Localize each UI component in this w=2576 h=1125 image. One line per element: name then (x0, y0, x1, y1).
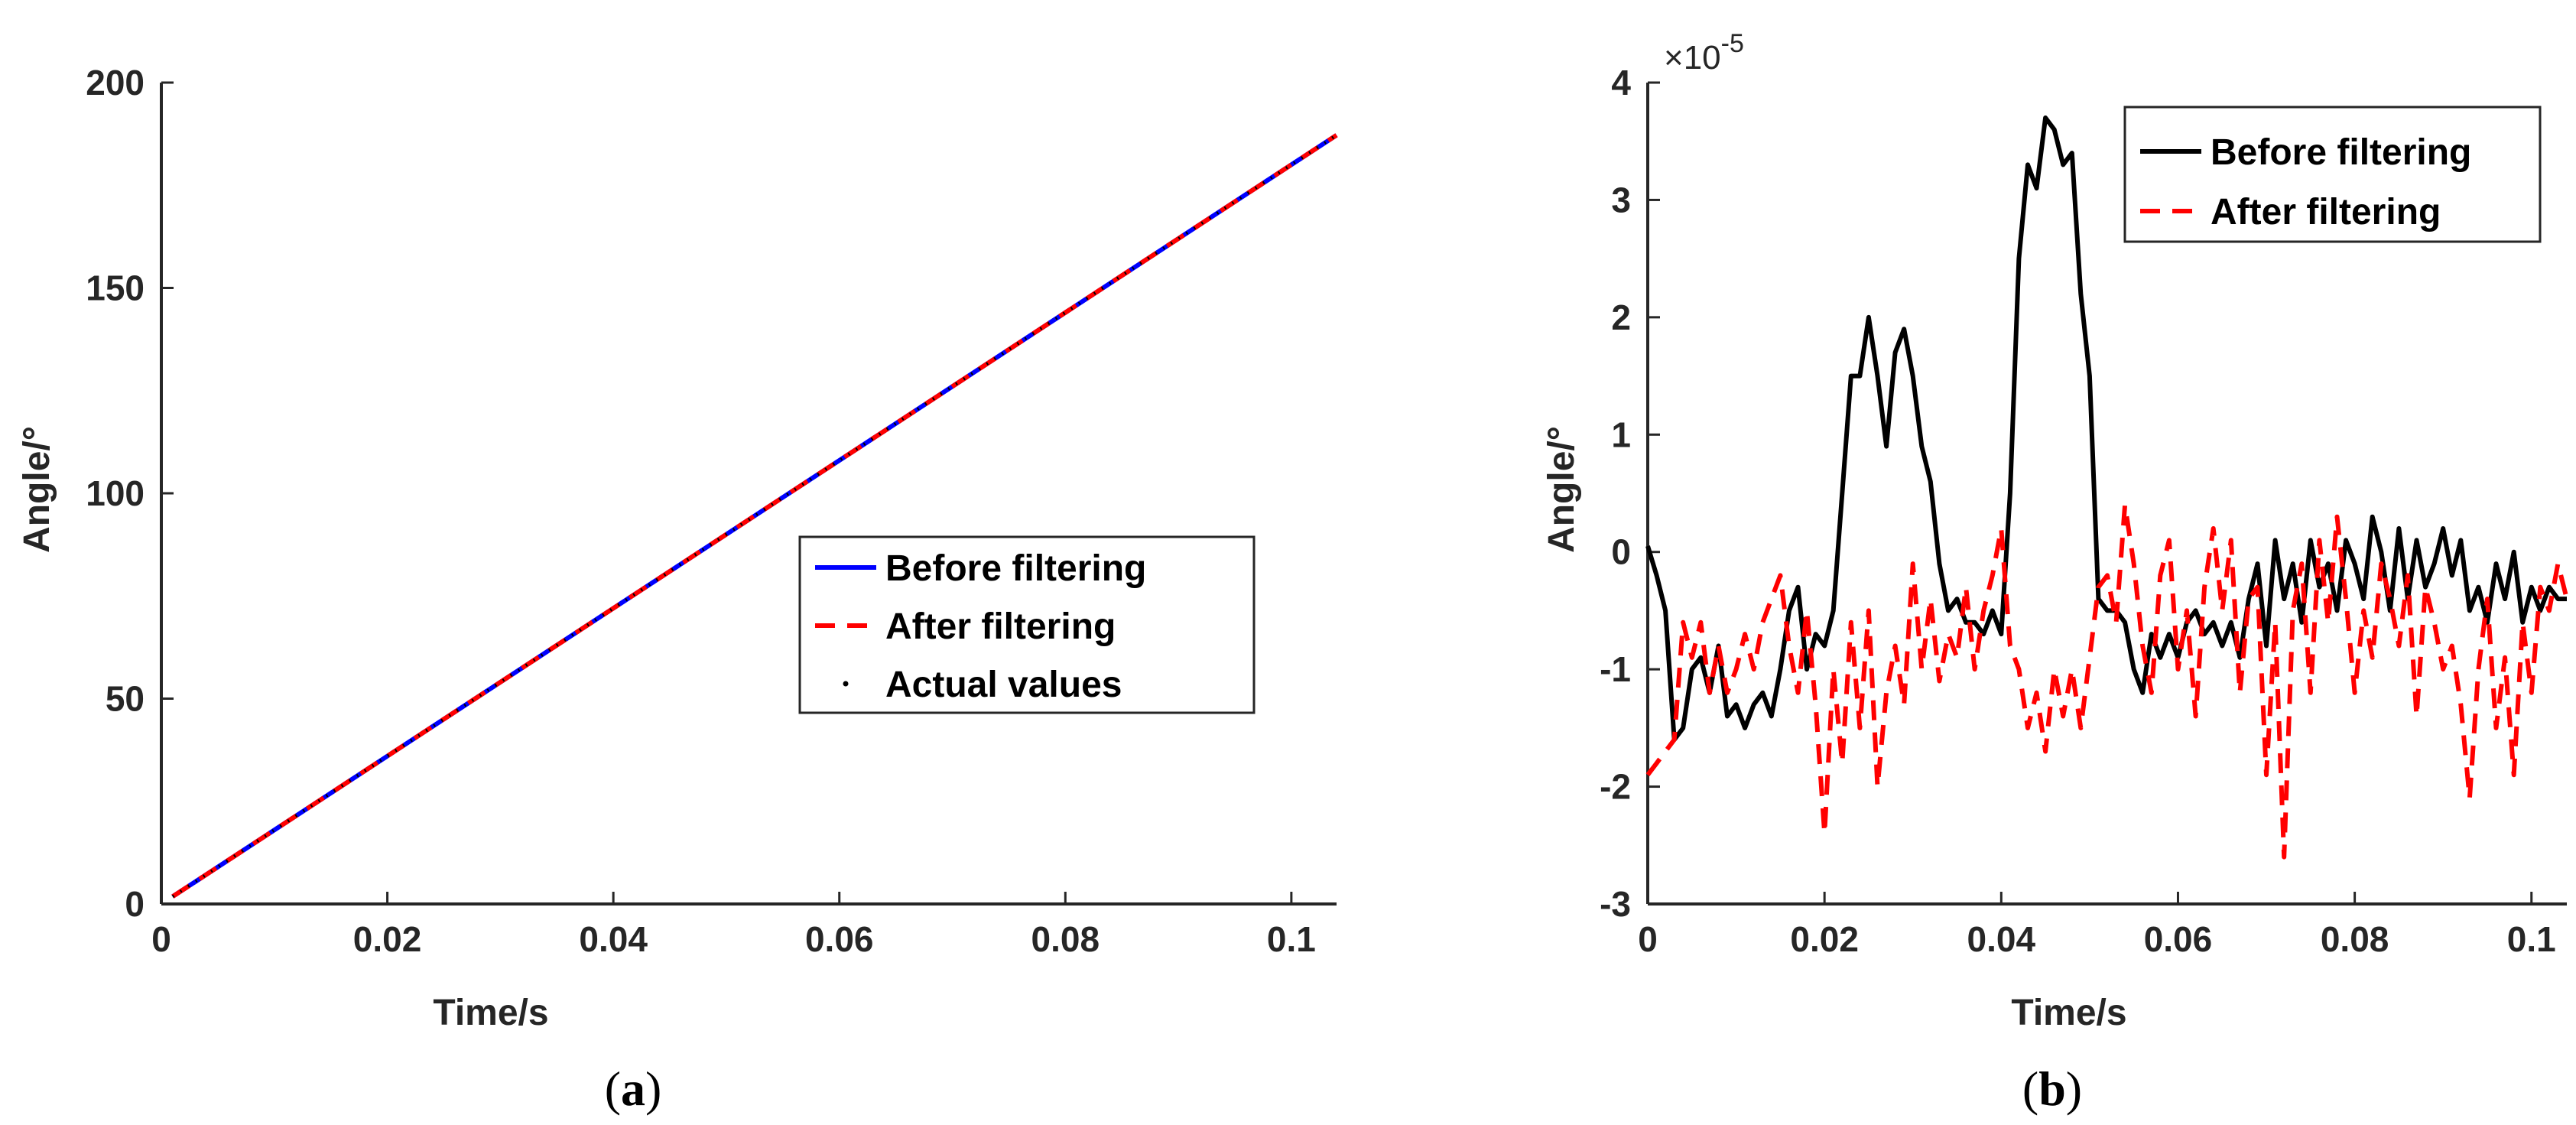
panel-a-xlabel: Time/s (433, 993, 548, 1033)
panel-a-caption-letter: a (621, 1062, 645, 1116)
a-x-tick-label: 0.1 (1267, 919, 1316, 959)
panel-b-xlabel: Time/s (2011, 993, 2126, 1033)
b-series-after-filtering (1645, 502, 2569, 860)
panel-b-series (1645, 115, 2569, 860)
panel-b-legend: Before filtering After filtering (2123, 106, 2542, 243)
panel-a-legend: Before filtering After filtering Actual va… (798, 535, 1256, 714)
b-y-tick-label: 4 (1611, 63, 1631, 102)
b-x-tick-label: 0.08 (2321, 919, 2389, 959)
b-y-tick-label: 2 (1611, 298, 1631, 337)
a-y-tick-label: 100 (86, 473, 145, 513)
b-x-tick-label: 0.06 (2144, 919, 2213, 959)
a-x-tick-label: 0.02 (353, 919, 422, 959)
panel-b-exponent-power: -5 (1721, 29, 1744, 58)
b-y-tick-label: -3 (1600, 884, 1631, 924)
panel-a-series (171, 133, 1338, 899)
panel-b-axes: 0 0.02 0.04 0.06 0.08 0.1 -3 -2 -1 0 1 2 3 4 (1600, 63, 2567, 959)
b-legend-label: After filtering (2211, 192, 2441, 232)
b-y-tick-label: -1 (1600, 649, 1631, 689)
b-y-tick-label: -2 (1600, 767, 1631, 807)
a-x-tick-label: 0 (151, 919, 171, 959)
a-x-tick-label: 0.04 (579, 919, 648, 959)
panel-b-exponent: ×10-5 (1664, 29, 1744, 76)
panel-a: 0 0.02 0.04 0.06 0.08 0.1 0 50 100 150 200 Before … (17, 63, 1338, 1116)
a-series-after-filtering (171, 133, 1338, 899)
a-x-tick-label: 0.06 (805, 919, 874, 959)
a-legend-label: After filtering (885, 606, 1116, 647)
b-x-tick-label: 0.02 (1790, 919, 1859, 959)
a-legend-swatch-actual-values (843, 681, 849, 687)
a-legend-label: Before filtering (885, 548, 1146, 589)
a-y-tick-label: 50 (106, 679, 145, 719)
b-series-before-filtering (1645, 115, 2567, 743)
panel-a-axes: 0 0.02 0.04 0.06 0.08 0.1 0 50 100 150 200 (86, 63, 1337, 959)
b-legend-box (2123, 106, 2542, 243)
panel-b: 0 0.02 0.04 0.06 0.08 0.1 -3 -2 -1 0 1 2 3 4 Before f… (1541, 29, 2569, 1116)
b-y-tick-label: 1 (1611, 415, 1631, 454)
a-y-tick-label: 200 (86, 63, 145, 102)
panel-a-caption: (a) (605, 1062, 662, 1116)
a-legend-label: Actual values (885, 665, 1122, 705)
b-y-tick-label: 3 (1611, 180, 1631, 219)
b-legend-label: Before filtering (2211, 132, 2471, 173)
a-y-tick-label: 150 (86, 268, 145, 308)
panel-a-ylabel: Angle/° (17, 426, 57, 553)
b-y-tick-label: 0 (1611, 532, 1631, 572)
a-y-tick-label: 0 (125, 884, 145, 924)
panel-b-caption: (b) (2022, 1062, 2082, 1116)
a-x-tick-label: 0.08 (1031, 919, 1100, 959)
b-x-tick-label: 0 (1638, 919, 1658, 959)
panel-b-exponent-base: ×10 (1664, 39, 1721, 76)
b-x-tick-label: 0.04 (1967, 919, 2036, 959)
b-x-tick-label: 0.1 (2507, 919, 2556, 959)
panel-b-caption-letter: b (2038, 1062, 2066, 1116)
panel-b-ylabel: Angle/° (1541, 426, 1582, 553)
